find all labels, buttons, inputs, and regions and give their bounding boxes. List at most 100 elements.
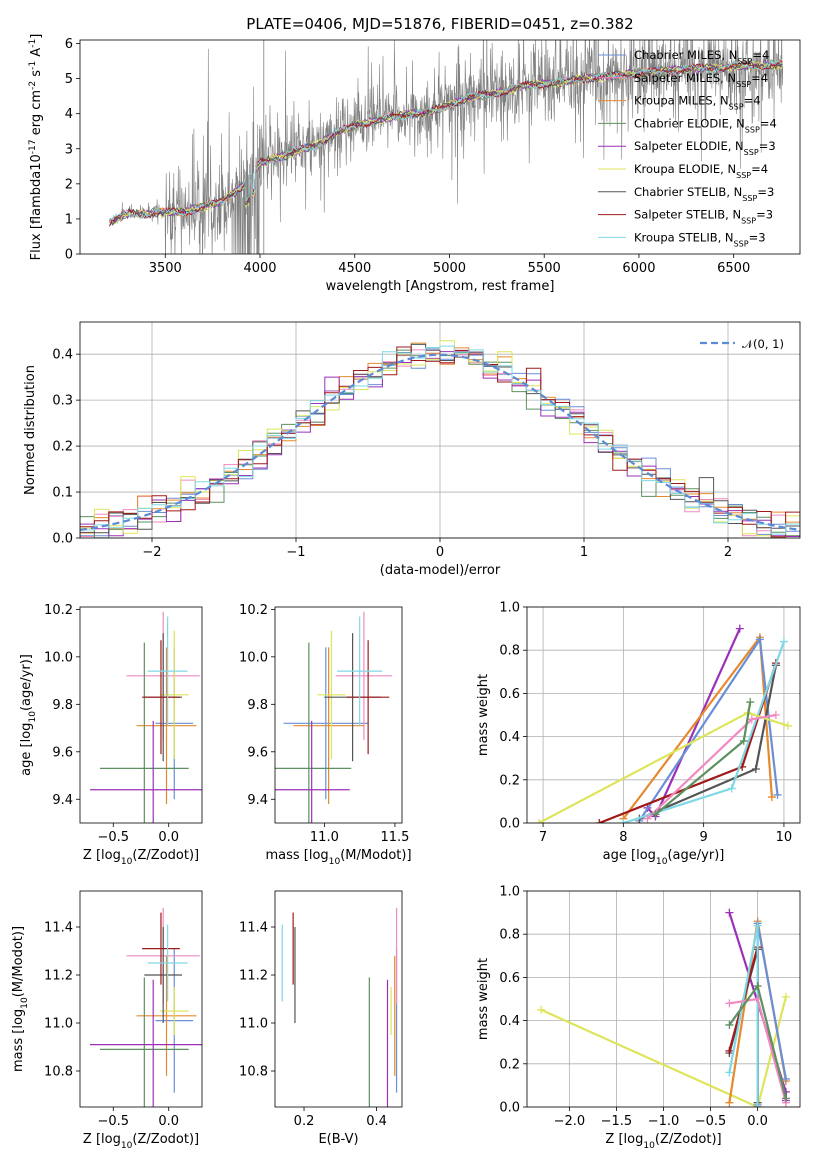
- y-tick-label: 10.2: [44, 603, 73, 618]
- legend-entry: Salpeter STELIB, NSSP=3: [634, 208, 773, 226]
- y-tick-label: 3: [65, 142, 73, 157]
- weight-marker: [725, 1098, 734, 1107]
- model-spectrum: [109, 60, 783, 226]
- x-tick-label: 1: [580, 545, 588, 560]
- x-tick-label: 9: [700, 830, 708, 845]
- weight-marker: [725, 1068, 734, 1077]
- axes-frame: [526, 890, 801, 1108]
- plot-area-age-vs-mass: [275, 611, 393, 823]
- x-tick-label: 4000: [243, 261, 276, 276]
- weight-marker: [535, 819, 544, 823]
- y-tick-label: 0.0: [499, 1101, 520, 1116]
- y-tick-label: 10.0: [44, 650, 73, 665]
- x-tick-label: 5500: [528, 261, 561, 276]
- weight-marker: [781, 1094, 790, 1103]
- weight-marker: [781, 992, 790, 1001]
- legend: Chabrier MILES, NSSP=4 Salpeter MILES, NS…: [598, 48, 777, 248]
- axes-mass-vs-Z: −0.5 0.0 10.8 11.0 11.2 11.4 Z [log10(Z/Zodot)…: [11, 921, 199, 1152]
- observed-spectrum: [109, 40, 784, 254]
- y-tick-label: 10.8: [239, 1065, 268, 1080]
- y-tick-label: 9.8: [52, 698, 73, 713]
- y-tick-label: 0.2: [499, 1057, 520, 1072]
- y-tick-label: 11.2: [44, 969, 73, 984]
- weight-marker: [753, 982, 762, 991]
- axes-mass-vs-ebv: 0.2 0.4 10.8 11.0 11.2 11.4 E(B-V): [239, 921, 387, 1148]
- x-axis-label: Z [log10(Z/Zodot)]: [605, 1132, 721, 1151]
- x-tick-label: 3500: [149, 261, 182, 276]
- weight-marker: [725, 1020, 734, 1029]
- x-tick-label: 4500: [338, 261, 371, 276]
- y-tick-label: 10.2: [239, 603, 268, 618]
- y-axis-label: Normed distribution: [23, 365, 38, 495]
- y-tick-label: 0.1: [52, 486, 73, 501]
- weight-marker: [779, 637, 788, 646]
- weight-marker: [727, 784, 736, 793]
- axes-residuals: −2 −1 0 1 2 0.0 0.1 0.2 0.3 0.4 (data-model)/error…: [23, 322, 800, 578]
- y-tick-label: 5: [65, 72, 73, 87]
- y-tick-label: 0.3: [52, 394, 73, 409]
- x-tick-label: 6500: [717, 261, 750, 276]
- x-tick-label: 0.0: [158, 830, 179, 845]
- weight-marker: [783, 721, 792, 730]
- weight-marker: [725, 908, 734, 917]
- legend-entry: Salpeter MILES, NSSP=4: [634, 71, 768, 89]
- model-spectrum: [109, 58, 783, 221]
- weight-marker: [735, 624, 744, 633]
- chart-title: PLATE=0406, MJD=51876, FIBERID=0451, z=0…: [246, 15, 633, 33]
- x-axis-label: Z [log10(Z/Zodot)]: [83, 1132, 199, 1151]
- x-tick-label: 7: [539, 830, 547, 845]
- y-tick-label: 4: [65, 107, 73, 122]
- y-tick-label: 11.0: [44, 1017, 73, 1032]
- axes-age-vs-mass: 11.0 11.5 9.4 9.6 9.8 10.0 10.2 mass [log10(M/M…: [239, 603, 411, 867]
- weight-marker: [651, 810, 660, 819]
- y-tick-label: 11.0: [239, 1017, 268, 1032]
- y-tick-label: 1.0: [499, 601, 520, 616]
- x-tick-label: −0.5: [695, 1114, 727, 1129]
- weight-marker: [643, 814, 652, 823]
- x-tick-label: −2.0: [554, 1114, 586, 1129]
- x-axis-label: wavelength [Angstrom, rest frame]: [326, 279, 555, 294]
- y-tick-label: 9.4: [247, 793, 268, 808]
- y-tick-label: 6: [65, 37, 73, 52]
- weight-marker: [751, 765, 760, 773]
- weight-marker: [619, 819, 628, 823]
- weight-marker: [773, 790, 782, 799]
- y-tick-label: 0.4: [499, 730, 520, 745]
- weight-marker: [771, 711, 780, 719]
- x-axis-label: Z [log10(Z/Zodot)]: [83, 848, 199, 867]
- y-tick-label: 0.0: [52, 532, 73, 547]
- x-tick-label: 0.0: [158, 1114, 179, 1129]
- weight-marker: [537, 1005, 546, 1014]
- x-tick-label: 0: [436, 545, 444, 560]
- weight-marker: [725, 999, 734, 1008]
- weight-marker: [781, 1074, 790, 1083]
- y-tick-label: 11.4: [44, 921, 73, 936]
- x-tick-label: 11.5: [380, 830, 409, 845]
- x-tick-label: 6000: [622, 261, 655, 276]
- y-tick-label: 0.4: [499, 1014, 520, 1029]
- plot-area-mass-vs-ebv: [281, 907, 398, 1107]
- x-tick-label: −1.0: [648, 1114, 680, 1129]
- y-tick-label: 0.2: [499, 773, 520, 788]
- legend-entry: 𝒩(0, 1): [742, 337, 784, 351]
- weight-marker: [753, 921, 762, 930]
- legend-entry: Chabrier MILES, NSSP=4: [634, 48, 769, 66]
- y-tick-label: 11.4: [239, 921, 268, 936]
- y-tick-label: 9.8: [247, 698, 268, 713]
- y-tick-label: 2: [65, 177, 73, 192]
- axes-weight-vs-Z: −2.0 −1.5 −1.0 −0.5 0.0 0.0 0.2 0.4 0.6 0.8 1.0 Z […: [476, 885, 800, 1151]
- x-tick-label: 8: [619, 830, 627, 845]
- normal-curve: [80, 353, 800, 531]
- axes-spectrum: 3500 4000 4500 5000 5500 6000 6500 0 1 2 3 4 5 6 wavel…: [28, 34, 750, 294]
- residual-histogram: [80, 346, 800, 538]
- axes-frame: [79, 890, 203, 1108]
- y-axis-label: age [log10(age/yr)]: [19, 654, 38, 776]
- x-axis-label: (data-model)/error: [380, 563, 501, 578]
- x-tick-label: 10: [776, 830, 793, 845]
- weight-marker: [746, 698, 755, 707]
- y-tick-label: 1: [65, 212, 73, 227]
- y-axis-label: mass weight: [476, 958, 491, 1040]
- x-tick-label: 0.4: [366, 1114, 387, 1129]
- y-tick-label: 0.6: [499, 687, 520, 702]
